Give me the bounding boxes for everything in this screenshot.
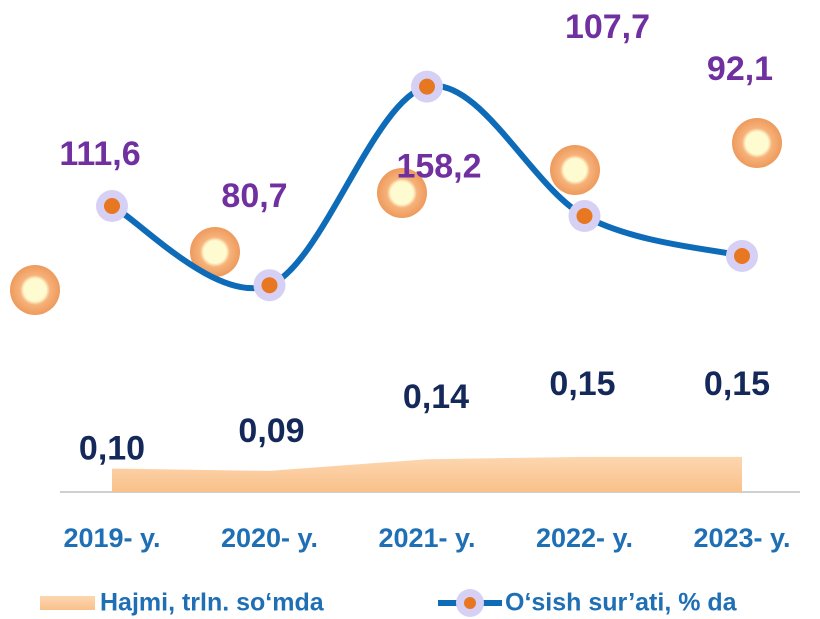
decor-circle — [190, 227, 240, 277]
legend-label: O‘sish sur’ati, % da — [505, 589, 738, 617]
value-label: 0,09 — [238, 412, 304, 450]
decor-circle — [732, 118, 782, 168]
decor-circles — [10, 118, 782, 315]
x-tick-label: 2020- y. — [221, 523, 318, 553]
value-label: 80,7 — [221, 177, 287, 215]
value-label: 0,10 — [79, 430, 145, 468]
x-tick-label: 2019- y. — [63, 523, 160, 553]
line-marker-dot — [104, 198, 120, 215]
line-marker-dot — [576, 208, 593, 225]
decor-circle — [550, 145, 600, 195]
x-tick-label: 2023- y. — [693, 523, 790, 553]
legend-label: Hajmi, trln. so‘mda — [100, 589, 325, 617]
value-label: 0,15 — [549, 365, 615, 403]
line-marker-dot — [261, 277, 278, 294]
x-tick-label: 2022- y. — [536, 523, 633, 553]
value-label: 92,1 — [707, 50, 773, 88]
line-marker-dot — [734, 247, 750, 264]
decor-circle — [377, 168, 427, 218]
value-label: 0,14 — [403, 378, 469, 416]
legend-marker-dot — [464, 597, 476, 609]
x-tick-label: 2021- y. — [378, 523, 475, 553]
line-marker-dot — [419, 78, 435, 95]
value-label: 0,15 — [704, 365, 770, 403]
value-label: 111,6 — [59, 135, 140, 173]
area — [112, 456, 742, 492]
value-label: 158,2 — [396, 148, 481, 186]
value-label: 107,7 — [565, 8, 650, 46]
legend-swatch-area — [40, 596, 95, 610]
decor-circle — [10, 265, 60, 315]
